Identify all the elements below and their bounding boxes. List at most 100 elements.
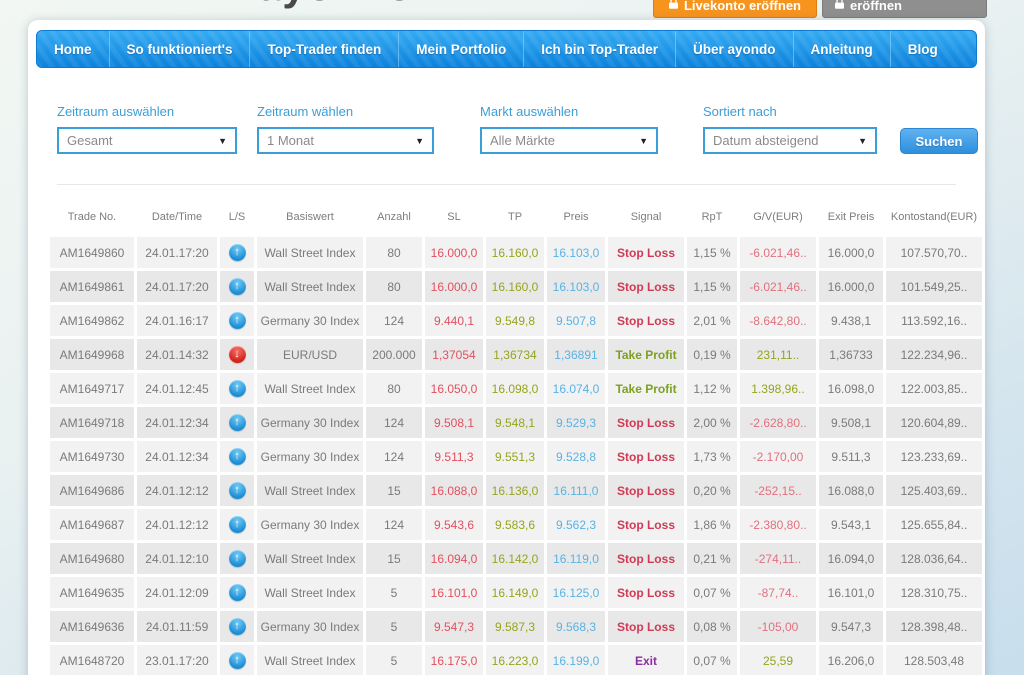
cell-sl: 16.101,0 (425, 577, 483, 608)
cell-tp: 16.160,0 (486, 271, 544, 302)
period-overall-label: Zeitraum auswählen (57, 104, 237, 119)
period-overall-value: Gesamt (67, 133, 113, 148)
cell-datetime: 24.01.12:34 (137, 441, 217, 472)
cell-signal: Stop Loss (608, 441, 684, 472)
table-row: AM164973024.01.12:34↑Germany 30 Index124… (50, 441, 982, 472)
cell-trade-no: AM1649687 (50, 509, 134, 540)
cell-exit-preis: 16.098,0 (819, 373, 883, 404)
cell-tp: 16.098,0 (486, 373, 544, 404)
cell-kontostand: 113.592,16.. (886, 305, 982, 336)
table-row: AM164996824.01.14:32↓EUR/USD200.0001,370… (50, 339, 982, 370)
cell-anzahl: 124 (366, 305, 422, 336)
nav-item-top-trader-finden[interactable]: Top-Trader finden (250, 31, 399, 67)
cell-kontostand: 123.233,69.. (886, 441, 982, 472)
long-up-icon: ↑ (229, 244, 246, 261)
cell-sl: 9.547,3 (425, 611, 483, 642)
nav-item-so-funktionierts[interactable]: So funktioniert's (110, 31, 251, 67)
cell-anzahl: 15 (366, 543, 422, 574)
cell-exit-preis: 9.543,1 (819, 509, 883, 540)
period-select[interactable]: 1 Monat ▼ (257, 127, 434, 154)
market-select[interactable]: Alle Märkte ▼ (480, 127, 658, 154)
search-button[interactable]: Suchen (900, 128, 978, 154)
cell-gv: -2.170,00 (740, 441, 816, 472)
cell-signal: Stop Loss (608, 577, 684, 608)
long-up-icon: ↑ (229, 652, 246, 669)
cell-rpt: 1,15 % (687, 271, 737, 302)
cell-basiswert: Wall Street Index (257, 271, 363, 302)
cell-datetime: 24.01.12:12 (137, 509, 217, 540)
cell-rpt: 0,21 % (687, 543, 737, 574)
cell-rpt: 1,73 % (687, 441, 737, 472)
cell-anzahl: 5 (366, 645, 422, 675)
cell-trade-no: AM1649635 (50, 577, 134, 608)
cell-sl: 16.050,0 (425, 373, 483, 404)
cell-kontostand: 101.549,25.. (886, 271, 982, 302)
cell-sl: 9.508,1 (425, 407, 483, 438)
cell-tp: 1,36734 (486, 339, 544, 370)
chevron-down-icon: ▼ (415, 136, 424, 146)
nav-item-mein-portfolio[interactable]: Mein Portfolio (399, 31, 524, 67)
cell-preis: 9.528,8 (547, 441, 605, 472)
cell-exit-preis: 16.088,0 (819, 475, 883, 506)
col-tp: TP (486, 200, 544, 234)
cell-rpt: 0,20 % (687, 475, 737, 506)
period-value: 1 Monat (267, 133, 314, 148)
cell-datetime: 24.01.11:59 (137, 611, 217, 642)
cell-trade-no: AM1649717 (50, 373, 134, 404)
cell-tp: 16.223,0 (486, 645, 544, 675)
cell-kontostand: 128.036,64.. (886, 543, 982, 574)
cell-kontostand: 122.003,85.. (886, 373, 982, 404)
cell-basiswert: Germany 30 Index (257, 611, 363, 642)
table-row: AM164968724.01.12:12↑Germany 30 Index124… (50, 509, 982, 540)
chevron-down-icon: ▼ (858, 136, 867, 146)
col-preis: Preis (547, 200, 605, 234)
cell-preis: 16.199,0 (547, 645, 605, 675)
cell-anzahl: 200.000 (366, 339, 422, 370)
nav-item-ueber-ayondo[interactable]: Über ayondo (676, 31, 794, 67)
cell-datetime: 24.01.12:12 (137, 475, 217, 506)
cell-exit-preis: 16.094,0 (819, 543, 883, 574)
main-nav: Home So funktioniert's Top-Trader finden… (36, 30, 977, 68)
lock-icon (835, 0, 844, 13)
cell-preis: 1,36891 (547, 339, 605, 370)
cell-tp: 9.583,6 (486, 509, 544, 540)
cell-kontostand: 128.398,48.. (886, 611, 982, 642)
cell-trade-no: AM1649860 (50, 237, 134, 268)
long-up-icon: ↑ (229, 584, 246, 601)
cell-signal: Stop Loss (608, 611, 684, 642)
lock-icon (669, 0, 678, 13)
nav-item-home[interactable]: Home (37, 31, 110, 67)
long-up-icon: ↑ (229, 516, 246, 533)
cell-gv: -252,15.. (740, 475, 816, 506)
open-demo-account-button[interactable]: Demokonto eröffnen (822, 0, 987, 18)
direction-cell: ↑ (220, 407, 254, 438)
sort-label: Sortiert nach (703, 104, 877, 119)
cell-rpt: 2,01 % (687, 305, 737, 336)
cell-sl: 9.440,1 (425, 305, 483, 336)
cell-gv: 231,11.. (740, 339, 816, 370)
cell-exit-preis: 16.000,0 (819, 271, 883, 302)
cell-gv: -2.380,80.. (740, 509, 816, 540)
cell-sl: 16.000,0 (425, 271, 483, 302)
cell-gv: -8.642,80.. (740, 305, 816, 336)
cell-kontostand: 120.604,89.. (886, 407, 982, 438)
cell-kontostand: 107.570,70.. (886, 237, 982, 268)
cell-exit-preis: 16.000,0 (819, 237, 883, 268)
nav-item-ich-bin-top-trader[interactable]: Ich bin Top-Trader (524, 31, 676, 67)
nav-item-anleitung[interactable]: Anleitung (794, 31, 891, 67)
cell-basiswert: Wall Street Index (257, 543, 363, 574)
cell-trade-no: AM1649862 (50, 305, 134, 336)
period-label: Zeitraum wählen (257, 104, 434, 119)
cell-tp: 9.551,3 (486, 441, 544, 472)
content-card: Home So funktioniert's Top-Trader finden… (28, 20, 985, 675)
cell-tp: 16.142,0 (486, 543, 544, 574)
cell-preis: 9.568,3 (547, 611, 605, 642)
long-up-icon: ↑ (229, 482, 246, 499)
cell-signal: Stop Loss (608, 509, 684, 540)
period-overall-select[interactable]: Gesamt ▼ (57, 127, 237, 154)
cell-trade-no: AM1649718 (50, 407, 134, 438)
open-live-account-button[interactable]: Livekonto eröffnen (653, 0, 817, 18)
sort-select[interactable]: Datum absteigend ▼ (703, 127, 877, 154)
nav-item-blog[interactable]: Blog (891, 31, 955, 67)
cell-datetime: 23.01.17:20 (137, 645, 217, 675)
